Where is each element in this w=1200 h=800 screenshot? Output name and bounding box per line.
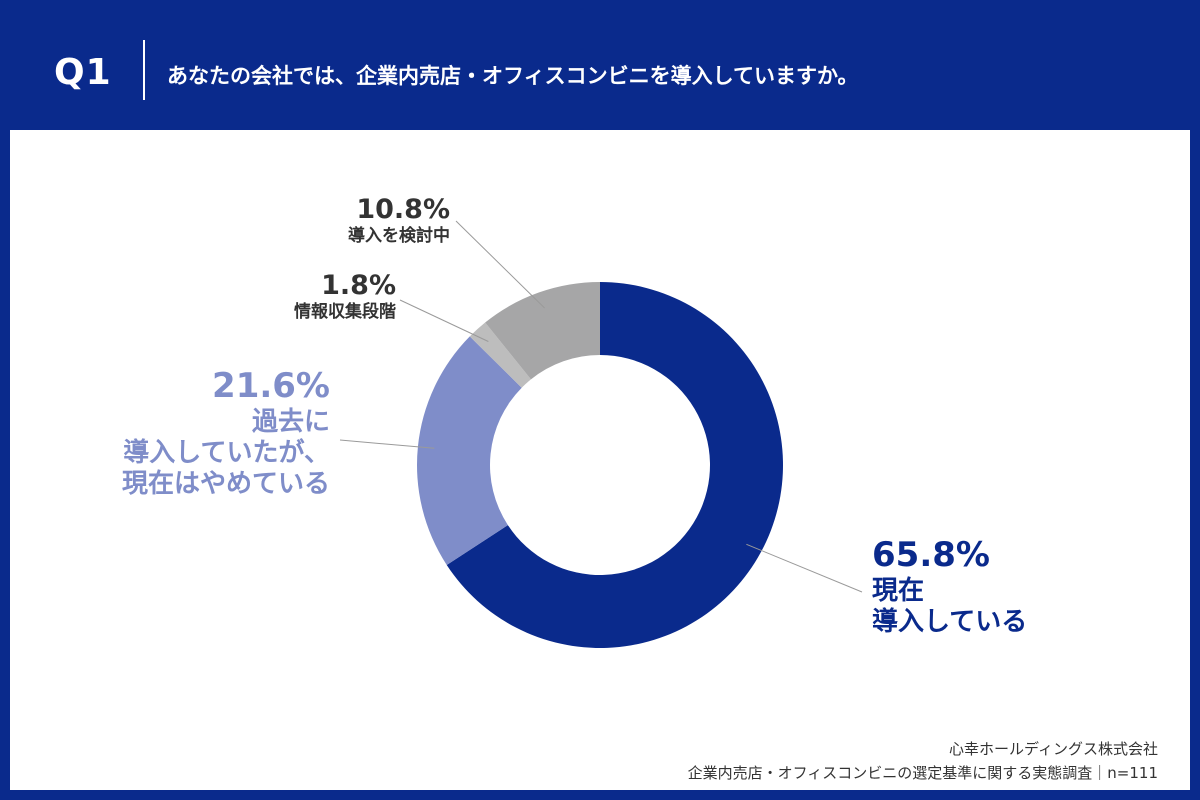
slice-label-pct: 21.6% bbox=[212, 366, 330, 406]
leader-line bbox=[339, 439, 435, 449]
slice-label-text: 過去に bbox=[251, 406, 330, 437]
leader-line bbox=[399, 299, 489, 342]
survey-credit: 企業内売店・オフィスコンビニの選定基準に関する実態調査｜n=111 bbox=[687, 764, 1158, 782]
chart-card bbox=[10, 130, 1190, 790]
donut-slice bbox=[446, 282, 784, 648]
label-considering: 10.8% 導入を検討中 bbox=[280, 194, 450, 247]
slice-label-pct: 65.8% bbox=[872, 535, 990, 575]
company-credit: 心幸ホールディングス株式会社 bbox=[949, 740, 1158, 758]
slice-label-text: 導入していたが、 bbox=[123, 437, 330, 468]
slice-label-text: 導入している bbox=[872, 606, 1028, 637]
label-past: 21.6% 過去に 導入していたが、 現在はやめている bbox=[40, 366, 330, 500]
slice-label-text: 現在 bbox=[872, 575, 925, 606]
donut-slice bbox=[469, 322, 531, 388]
leader-line bbox=[746, 543, 863, 593]
question-number: Q1 bbox=[54, 52, 112, 93]
label-current: 65.8% 現在 導入している bbox=[872, 535, 1027, 638]
donut-slice bbox=[485, 282, 600, 380]
header-bar: Q1 あなたの会社では、企業内売店・オフィスコンビニを導入していますか。 bbox=[0, 0, 1200, 128]
donut-slice bbox=[417, 336, 522, 565]
header-divider bbox=[143, 40, 145, 100]
slice-label-pct: 10.8% bbox=[356, 194, 450, 225]
label-info-gathering: 1.8% 情報収集段階 bbox=[236, 270, 396, 323]
slice-label-text: 導入を検討中 bbox=[348, 226, 450, 247]
slice-label-pct: 1.8% bbox=[321, 270, 396, 301]
slice-label-text: 現在はやめている bbox=[121, 469, 330, 500]
question-text: あなたの会社では、企業内売店・オフィスコンビニを導入していますか。 bbox=[167, 64, 859, 88]
slice-label-text: 情報収集段階 bbox=[294, 302, 396, 323]
leader-line bbox=[455, 220, 545, 309]
